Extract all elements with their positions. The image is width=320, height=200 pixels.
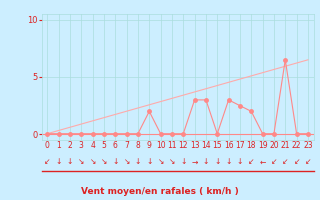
- Text: ↙: ↙: [293, 158, 300, 166]
- Text: ↙: ↙: [282, 158, 288, 166]
- Text: ↙: ↙: [248, 158, 254, 166]
- Text: ↓: ↓: [135, 158, 141, 166]
- Text: ↘: ↘: [89, 158, 96, 166]
- Text: ↘: ↘: [124, 158, 130, 166]
- Text: ↓: ↓: [112, 158, 118, 166]
- Text: ↘: ↘: [101, 158, 107, 166]
- Text: ↓: ↓: [203, 158, 209, 166]
- Text: ↘: ↘: [157, 158, 164, 166]
- Text: ↘: ↘: [169, 158, 175, 166]
- Text: →: →: [191, 158, 198, 166]
- Text: ↓: ↓: [146, 158, 152, 166]
- Text: ↙: ↙: [44, 158, 51, 166]
- Text: ↙: ↙: [271, 158, 277, 166]
- Text: ↓: ↓: [214, 158, 220, 166]
- Text: ←: ←: [260, 158, 266, 166]
- Text: ↙: ↙: [305, 158, 311, 166]
- Text: ↓: ↓: [237, 158, 243, 166]
- Text: ↘: ↘: [78, 158, 84, 166]
- Text: Vent moyen/en rafales ( km/h ): Vent moyen/en rafales ( km/h ): [81, 188, 239, 196]
- Text: ↓: ↓: [225, 158, 232, 166]
- Text: ↓: ↓: [55, 158, 62, 166]
- Text: ↓: ↓: [67, 158, 73, 166]
- Text: ↓: ↓: [180, 158, 187, 166]
